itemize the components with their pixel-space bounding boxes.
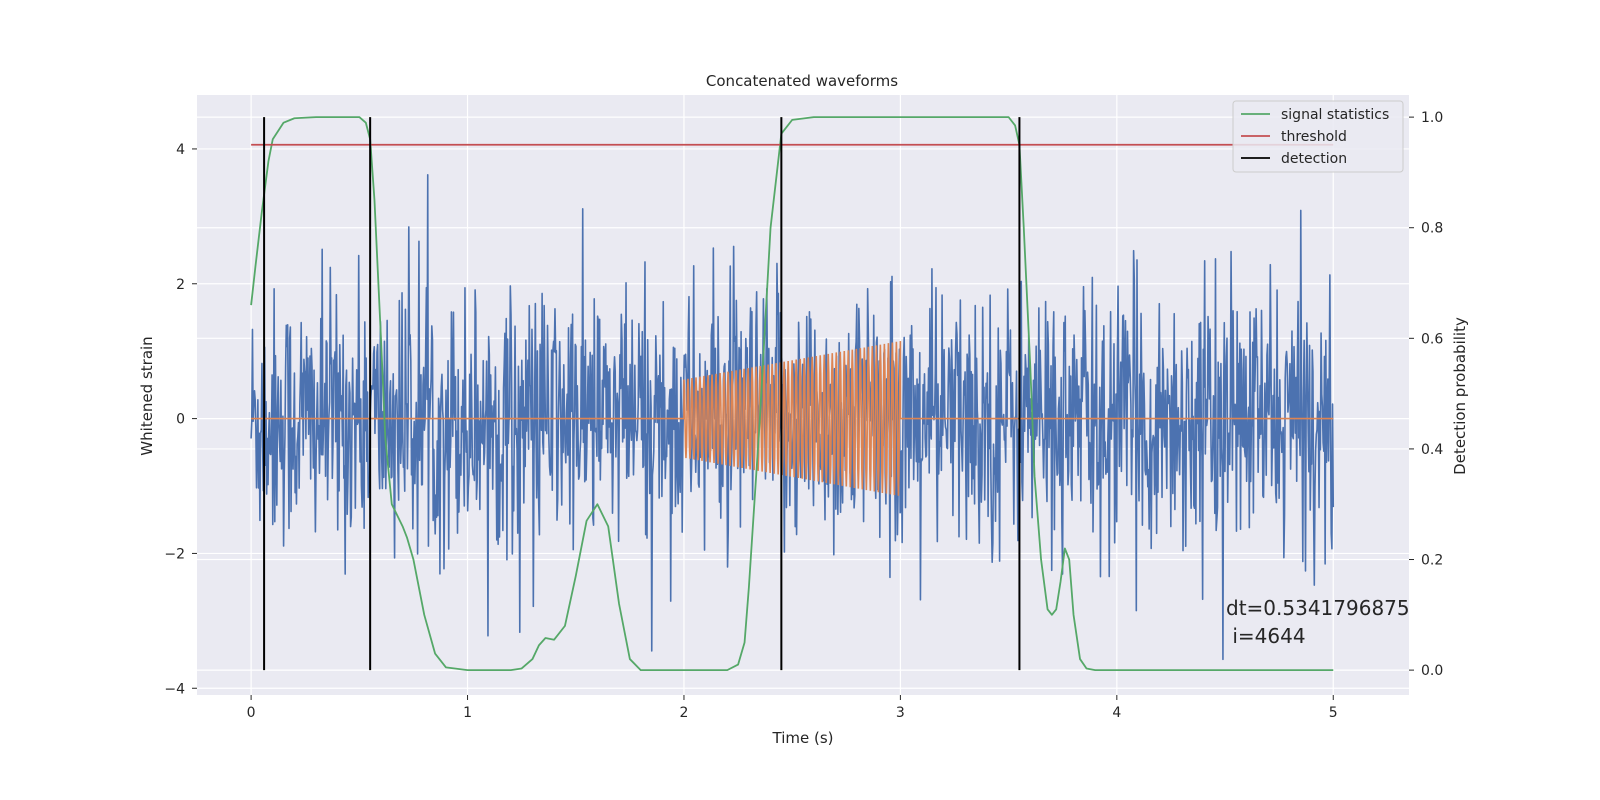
injected-signal-line	[251, 341, 1334, 496]
y-tick-label: −4	[164, 681, 185, 697]
y-axis-ticks: −4 −2 0 2 4	[164, 142, 197, 697]
right-y-tick-label: 1.0	[1421, 110, 1443, 126]
right-y-tick-label: 0.0	[1421, 663, 1443, 679]
y-axis-label: Whitened strain	[138, 336, 156, 455]
x-axis-label: Time (s)	[772, 729, 834, 747]
legend-label-signal-statistics: signal statistics	[1281, 107, 1389, 123]
legend-label-detection: detection	[1281, 151, 1347, 167]
right-y-tick-label: 0.2	[1421, 553, 1443, 569]
x-tick-label: 5	[1329, 705, 1338, 721]
right-y-tick-label: 0.4	[1421, 442, 1443, 458]
detection-lines	[263, 117, 1021, 671]
injected-signal-series	[251, 341, 1334, 496]
y-tick-label: 4	[176, 142, 185, 158]
x-axis-ticks: 0 1 2 3 4 5	[247, 695, 1338, 721]
x-tick-label: 4	[1112, 705, 1121, 721]
dt-annotation: dt=0.5341796875 i=4644	[1226, 596, 1410, 648]
noise-line	[250, 173, 1335, 661]
right-y-tick-label: 0.8	[1421, 221, 1443, 237]
right-y-axis-ticks: 0.0 0.2 0.4 0.6 0.8 1.0	[1409, 110, 1443, 679]
chart-title: Concatenated waveforms	[706, 72, 898, 90]
annotation-line-1: dt=0.5341796875	[1226, 596, 1410, 620]
noise-series	[250, 173, 1335, 661]
x-tick-label: 3	[896, 705, 905, 721]
y-tick-label: 2	[176, 277, 185, 293]
x-tick-label: 1	[463, 705, 472, 721]
right-y-axis-label: Detection probability	[1451, 317, 1469, 475]
annotation-line-2: i=4644	[1226, 624, 1306, 648]
x-tick-label: 0	[247, 705, 256, 721]
y-tick-label: −2	[164, 546, 185, 562]
right-y-tick-label: 0.6	[1421, 331, 1443, 347]
x-tick-label: 2	[680, 705, 689, 721]
legend-box	[1232, 100, 1404, 173]
legend-label-threshold: threshold	[1281, 129, 1347, 145]
legend: signal statistics threshold detection	[1232, 100, 1404, 173]
y-tick-label: 0	[176, 412, 185, 428]
